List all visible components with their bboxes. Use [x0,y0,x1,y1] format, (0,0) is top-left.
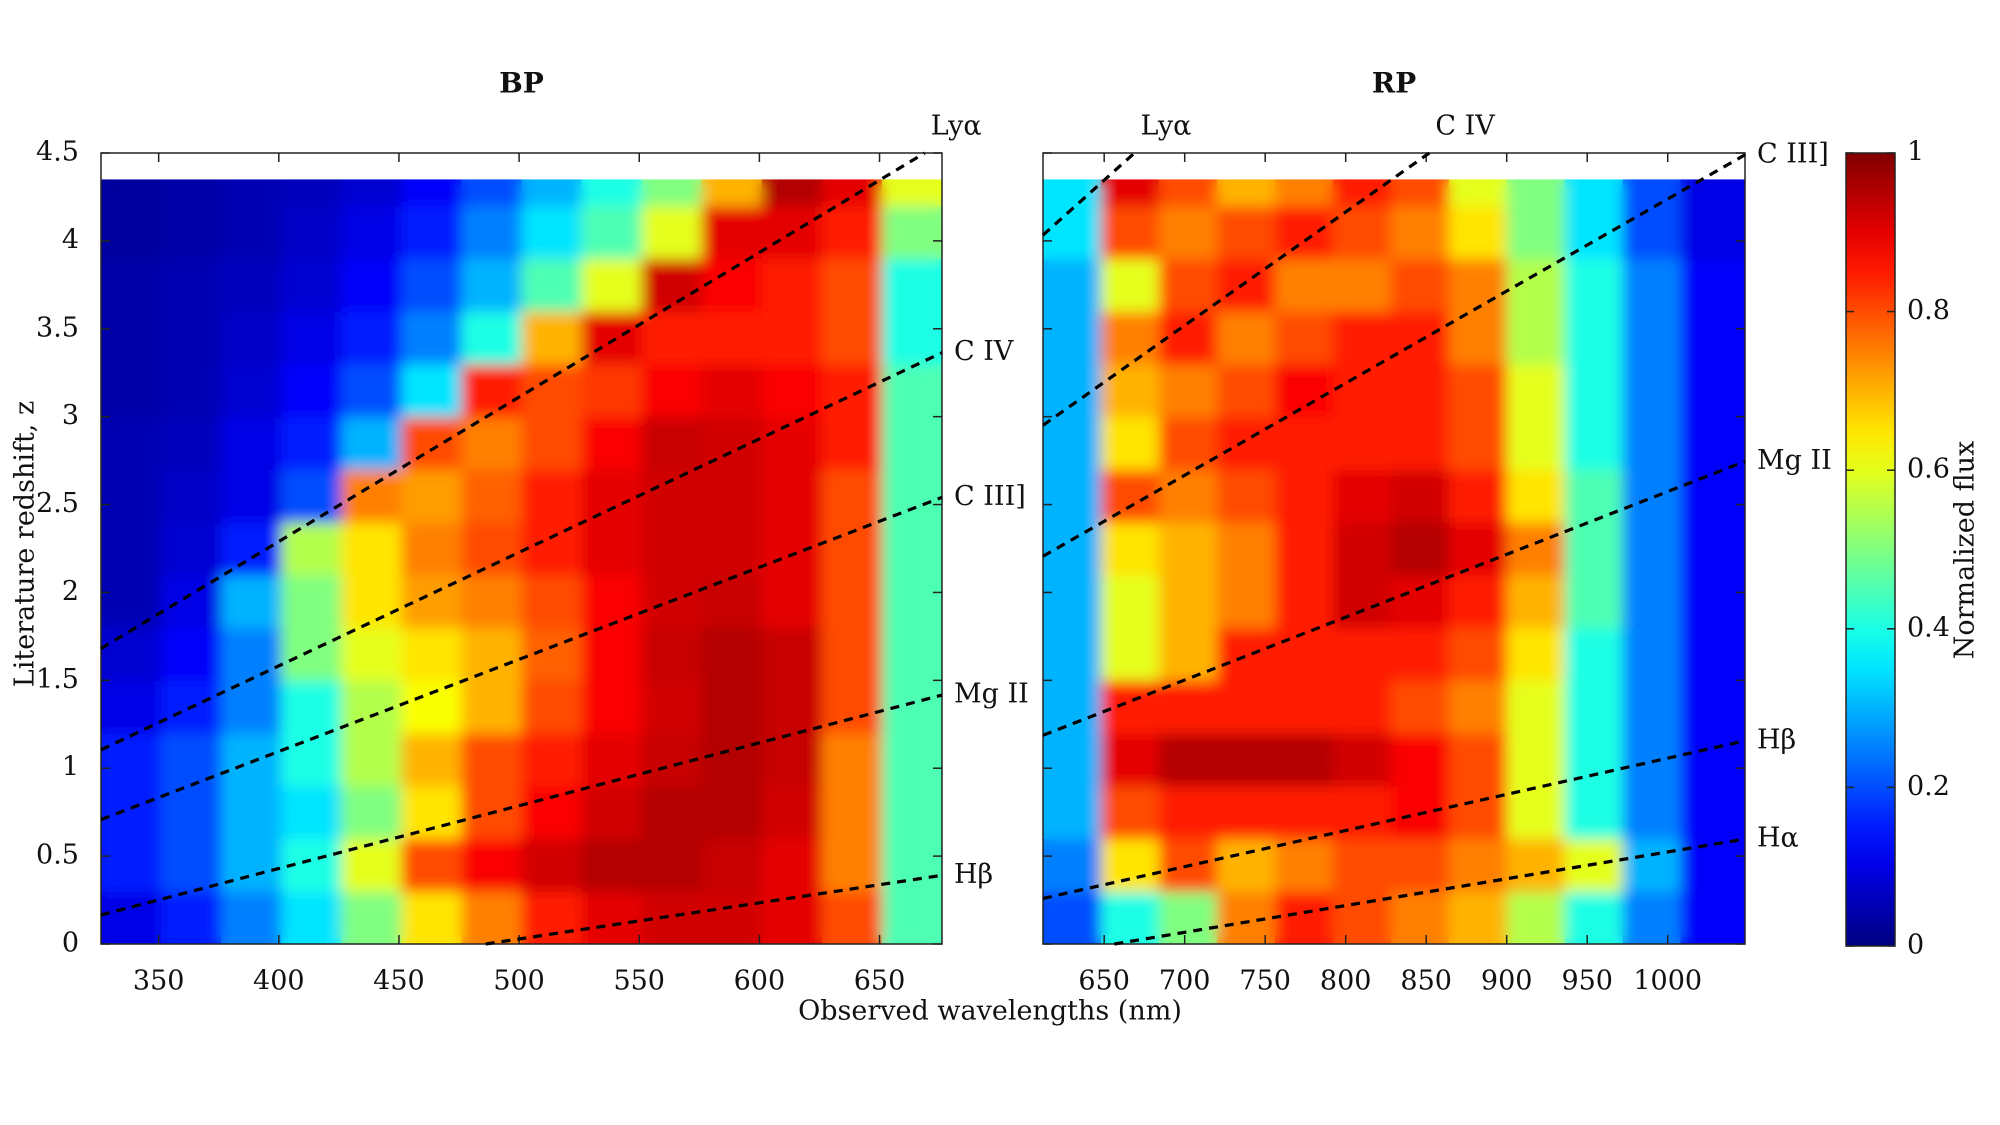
line-label: Hβ [954,859,993,890]
y-tick-label: 2 [62,576,79,607]
panel-title: RP [1372,67,1416,100]
line-label: Hα [1757,823,1799,854]
line-label: Mg II [1757,445,1832,476]
y-tick-label: 3.5 [36,312,79,343]
line-label: Mg II [954,679,1029,710]
heatmap-smooth [101,179,943,944]
colorbar-tick-label: 0 [1907,930,1924,961]
colorbar-tick-label: 0.6 [1907,454,1950,485]
x-tick-label: 900 [1481,966,1533,997]
x-tick-label: 350 [133,966,185,997]
x-tick-label: 1000 [1633,966,1702,997]
x-tick-label: 400 [253,966,305,997]
y-tick-label: 0 [62,928,79,959]
x-tick-label: 650 [1078,966,1130,997]
colorbar [1845,152,1896,947]
y-tick-label: 4.5 [36,137,79,168]
panel-title: BP [499,67,544,100]
line-label: Lyα [1140,111,1191,142]
line-label: C III] [1757,138,1829,169]
x-tick-label: 650 [854,966,906,997]
line-label: Hβ [1757,724,1796,755]
axes-frame [1042,152,1746,945]
y-tick-label: 4 [62,224,79,255]
y-tick-label: 3 [62,400,79,431]
emission-line [1042,459,1746,737]
emission-line [485,873,943,946]
emission-line [100,495,943,822]
colorbar-tick-label: 0.4 [1907,612,1950,643]
x-tick-label: 450 [373,966,425,997]
y-tick-label: 2.5 [36,488,79,519]
x-tick-label: 850 [1400,966,1452,997]
x-tick-label: 550 [613,966,665,997]
y-axis-label: Literature redshift, z [10,401,41,687]
x-tick-label: 950 [1561,966,1613,997]
colorbar-tick-label: 0.2 [1907,771,1950,802]
line-label: C IV [954,336,1014,367]
emission-line [1042,153,1746,558]
y-tick-label: 0.5 [36,840,79,871]
x-tick-label: 600 [734,966,786,997]
emission-line [1114,837,1746,946]
x-axis-label: Observed wavelengths (nm) [798,996,1182,1027]
line-label: Lyα [931,111,982,142]
colorbar-label: Normalized flux [1950,441,1981,659]
emission-line [1041,151,1136,237]
emission-line [100,351,943,752]
heatmap-smooth-layer [1043,179,1746,944]
heatmap-smooth-layer [101,179,943,944]
y-tick-label: 1 [62,752,79,783]
axes-frame [100,152,943,945]
x-tick-label: 800 [1320,966,1372,997]
x-tick-label: 500 [493,966,545,997]
line-label: C IV [1435,111,1495,142]
x-tick-label: 700 [1159,966,1211,997]
line-label: C III] [954,481,1026,512]
y-tick-label: 1.5 [36,664,79,695]
emission-line [100,151,926,650]
emission-line [1042,739,1746,901]
heatmap-smooth [1043,179,1746,944]
colorbar-tick-label: 0.8 [1907,295,1950,326]
emission-line [100,693,943,917]
x-tick-label: 750 [1239,966,1291,997]
colorbar-tick-label: 1 [1907,137,1924,168]
